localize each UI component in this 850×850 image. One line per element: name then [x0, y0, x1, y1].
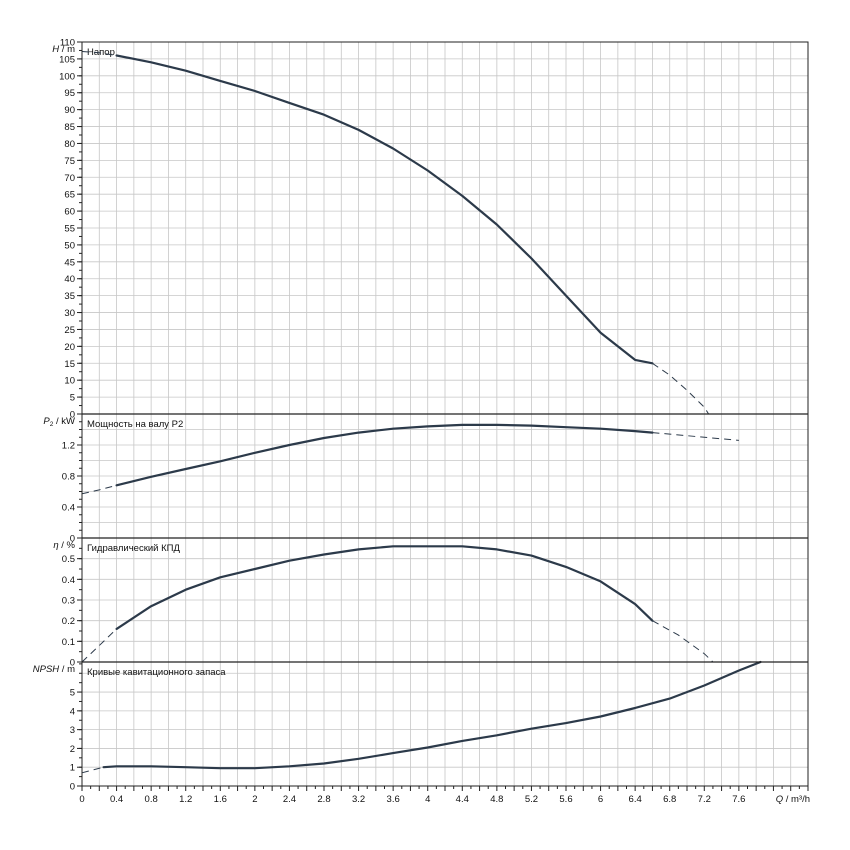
- curve-dashed-extrapolation: [652, 362, 710, 415]
- y-tick-label: 0: [70, 534, 75, 545]
- y-tick-label: 0.2: [62, 616, 75, 627]
- x-tick-label: 6.4: [629, 794, 642, 805]
- panel-3: 0 0.1 0.2 0.3 0.4 0.5 η / % Гидравлический КПД: [53, 537, 808, 669]
- panel-title: Гидравлический КПД: [87, 543, 180, 554]
- panel-2: 0 0.4 0.8 1.2 P2 / kW Мощность на валу P2: [43, 413, 808, 545]
- y-tick-label: 75: [64, 156, 75, 167]
- y-tick-label: 10: [64, 376, 75, 387]
- y-tick-label: 0: [70, 782, 75, 793]
- y-tick-label: 0: [70, 658, 75, 669]
- y-tick-label: 0.5: [62, 554, 75, 565]
- curve-solid-segment: [102, 660, 762, 770]
- y-axis-unit: / kW: [53, 416, 75, 427]
- y-tick-label: 0: [70, 410, 75, 421]
- x-tick-label: 1.2: [179, 794, 192, 805]
- curve-dashed-extrapolation: [652, 432, 739, 441]
- y-axis-symbol: NPSH: [33, 664, 60, 675]
- y-tick-label: 0.4: [62, 503, 75, 514]
- x-tick-label: 4: [425, 794, 430, 805]
- x-tick-label: 3.6: [387, 794, 400, 805]
- y-tick-label: 40: [64, 274, 75, 285]
- y-tick-label: 95: [64, 88, 75, 99]
- curve-dashed-extrapolation: [652, 620, 714, 663]
- y-tick-label: 0.1: [62, 637, 75, 648]
- y-tick-label: 20: [64, 342, 75, 353]
- y-tick-label: 35: [64, 291, 75, 302]
- y-axis-label: P2 / kW: [43, 416, 75, 428]
- curve-dashed-extrapolation: [81, 628, 117, 663]
- y-tick-label: 0.8: [62, 472, 75, 483]
- y-tick-label: 15: [64, 359, 75, 370]
- x-axis-symbol: Q: [776, 794, 784, 805]
- x-axis-unit: / m³/h: [783, 794, 810, 805]
- y-tick-label: 100: [59, 71, 75, 82]
- panel-title: Кривые кавитационного запаса: [87, 667, 226, 678]
- y-axis-unit: / m: [59, 44, 75, 55]
- y-tick-label: 0.3: [62, 596, 75, 607]
- x-axis-label: Q / m³/h: [776, 794, 810, 805]
- curve-dashed-extrapolation: [81, 766, 104, 774]
- y-tick-label: 80: [64, 139, 75, 150]
- y-tick-label: 1: [70, 763, 75, 774]
- y-axis-symbol: P: [43, 416, 50, 427]
- y-tick-label: 5: [70, 393, 75, 404]
- panel-title: Напор: [87, 47, 115, 58]
- panel-title: Мощность на валу P2: [87, 419, 183, 430]
- curve-solid-segment: [115, 54, 654, 365]
- panel-4: 0 1 2 3 4 5 NPSH / m Кривые кавитационного запа…: [33, 660, 808, 793]
- x-tick-label: 7.6: [732, 794, 745, 805]
- y-tick-label: 45: [64, 257, 75, 268]
- y-axis-label: H / m: [52, 44, 75, 55]
- y-tick-label: 25: [64, 325, 75, 336]
- x-tick-label: 5.2: [525, 794, 538, 805]
- y-tick-label: 70: [64, 173, 75, 184]
- y-axis-symbol: H: [52, 44, 59, 55]
- y-tick-label: 105: [59, 54, 75, 65]
- y-tick-label: 4: [70, 706, 75, 717]
- y-tick-label: 90: [64, 105, 75, 116]
- y-tick-label: 2: [70, 744, 75, 755]
- x-tick-label: 2.4: [283, 794, 296, 805]
- curve-dashed-extrapolation: [81, 484, 117, 495]
- y-tick-label: 1.2: [62, 441, 75, 452]
- y-axis-label: η / %: [53, 540, 75, 551]
- x-tick-label: 5.6: [559, 794, 572, 805]
- y-axis-subscript: 2: [50, 421, 54, 428]
- y-tick-label: 55: [64, 224, 75, 235]
- y-axis-symbol: η: [53, 540, 58, 551]
- y-axis-label: NPSH / m: [33, 664, 75, 675]
- curve-solid-segment: [115, 545, 654, 631]
- y-axis-unit: / m: [59, 664, 75, 675]
- x-tick-label: 0: [79, 794, 84, 805]
- x-tick-label: 7.2: [698, 794, 711, 805]
- y-tick-label: 0.4: [62, 575, 75, 586]
- y-tick-label: 50: [64, 240, 75, 251]
- y-tick-label: 30: [64, 308, 75, 319]
- y-tick-label: 110: [60, 38, 75, 49]
- x-tick-label: 4.4: [456, 794, 469, 805]
- y-tick-label: 85: [64, 122, 75, 133]
- x-tick-label: 3.2: [352, 794, 365, 805]
- x-tick-label: 4.8: [490, 794, 503, 805]
- y-tick-label: 60: [64, 207, 75, 218]
- y-tick-label: 65: [64, 190, 75, 201]
- x-tick-label: 0.4: [110, 794, 123, 805]
- x-tick-label: 2.8: [317, 794, 330, 805]
- y-tick-label: 3: [70, 725, 75, 736]
- x-tick-label: 2: [252, 794, 257, 805]
- x-tick-label: 6.8: [663, 794, 676, 805]
- panel-1: 0 5 10 15 20 25 30 35 40 45 50 55 60 65 70 75 80 85 90 95 10…: [52, 38, 808, 421]
- y-tick-label: 5: [70, 688, 75, 699]
- x-tick-label: 6: [598, 794, 603, 805]
- x-tick-label: 0.8: [145, 794, 158, 805]
- y-axis-unit: / %: [59, 540, 76, 551]
- curve-dashed-extrapolation: [81, 51, 117, 56]
- x-tick-label: 1.6: [214, 794, 227, 805]
- curve-solid-segment: [115, 423, 654, 487]
